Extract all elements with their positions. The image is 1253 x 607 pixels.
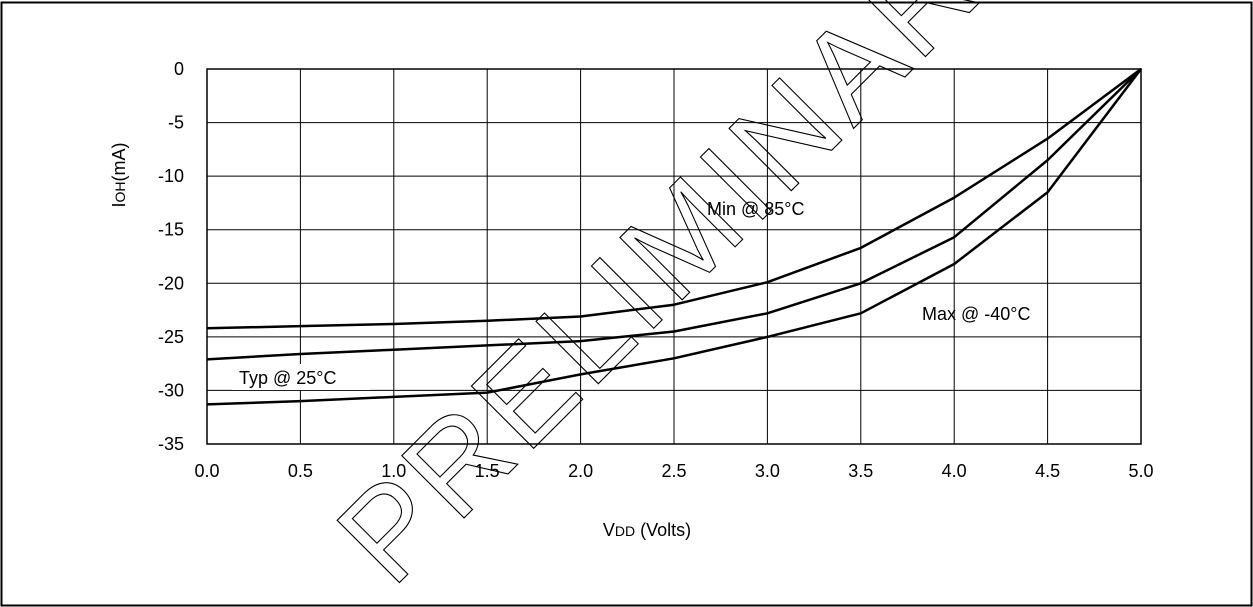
y-tick-label: -10 <box>158 166 184 186</box>
y-axis-title: IOH(mA) <box>109 142 129 207</box>
y-tick-label: -15 <box>158 220 184 240</box>
x-tick-label: 0.0 <box>194 461 219 481</box>
x-tick-label: 5.0 <box>1128 461 1153 481</box>
annotation-min-85c: Min @ 85°C <box>707 199 805 219</box>
x-tick-label: 2.0 <box>568 461 593 481</box>
y-tick-label: -35 <box>158 434 184 454</box>
x-tick-label: 3.0 <box>755 461 780 481</box>
y-tick-label: -20 <box>158 273 184 293</box>
x-tick-label: 1.5 <box>475 461 500 481</box>
y-tick-label: -5 <box>168 113 184 133</box>
series-lines <box>206 67 1142 406</box>
series-line-0 <box>206 67 1142 330</box>
x-tick-label: 4.5 <box>1035 461 1060 481</box>
y-tick-labels: 0 -5 -10 -15 -20 -25 -30 -35 <box>158 59 184 454</box>
x-tick-label: 3.5 <box>848 461 873 481</box>
grid <box>206 68 1142 445</box>
annotation-max-minus40c: Max @ -40°C <box>922 304 1031 324</box>
x-tick-label: 1.0 <box>381 461 406 481</box>
x-tick-label: 4.0 <box>942 461 967 481</box>
y-tick-label: -30 <box>158 380 184 400</box>
plot-area-border <box>206 68 1142 445</box>
series-line-2 <box>206 68 1142 406</box>
x-tick-label: 0.5 <box>288 461 313 481</box>
x-tick-label: 2.5 <box>661 461 686 481</box>
y-tick-label: -25 <box>158 327 184 347</box>
x-tick-labels: 0.0 0.5 1.0 1.5 2.0 2.5 3.0 3.5 4.0 4.5 5.0 <box>194 461 1153 481</box>
x-axis-title: VDD (Volts) <box>603 520 691 540</box>
annotation-typ-25c: Typ @ 25°C <box>239 368 337 388</box>
y-tick-label: 0 <box>174 59 184 79</box>
annotation-typ-bg <box>232 364 370 390</box>
series-line-1 <box>206 68 1142 361</box>
